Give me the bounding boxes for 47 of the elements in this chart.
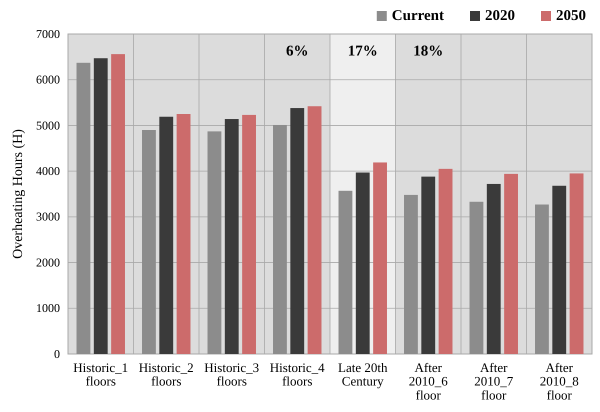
x-tick-label: Late 20th Century bbox=[338, 360, 388, 389]
bar bbox=[486, 184, 501, 354]
bar bbox=[504, 174, 518, 354]
x-tick-label: Historic_3 floors bbox=[204, 360, 260, 389]
bar bbox=[159, 116, 174, 354]
bar bbox=[142, 130, 156, 354]
y-tick-label: 7000 bbox=[36, 26, 60, 41]
x-tick-label: After 2010_6 floor bbox=[408, 360, 448, 402]
bar bbox=[373, 162, 387, 354]
bar bbox=[308, 106, 322, 354]
y-tick-label: 3000 bbox=[36, 210, 60, 224]
y-axis-title: Overheating Hours (H) bbox=[11, 128, 26, 259]
bar bbox=[535, 204, 549, 354]
bar bbox=[94, 58, 108, 354]
x-tick-label: Historic_1 floors bbox=[73, 360, 128, 389]
bar bbox=[470, 202, 484, 354]
y-tick-label: 5000 bbox=[36, 118, 60, 132]
bar bbox=[273, 124, 287, 354]
bar bbox=[404, 194, 418, 354]
legend-label: 2050 bbox=[556, 8, 586, 24]
y-tick-label: 0 bbox=[54, 346, 60, 361]
bar bbox=[421, 176, 436, 354]
bar bbox=[552, 186, 566, 354]
x-tick-label: After 2010_7 floor bbox=[474, 360, 514, 402]
legend-label: Current bbox=[392, 8, 444, 24]
bar bbox=[76, 62, 90, 354]
bar bbox=[338, 190, 352, 354]
x-tick-label: After 2010_8 floor bbox=[540, 360, 579, 402]
bar bbox=[356, 172, 370, 354]
y-tick-label: 2000 bbox=[36, 255, 60, 270]
y-tick-label: 4000 bbox=[36, 164, 60, 178]
bar bbox=[224, 119, 239, 354]
x-tick-label: Historic_4 floors bbox=[270, 360, 326, 389]
y-tick-label: 1000 bbox=[36, 301, 60, 316]
bar bbox=[208, 131, 222, 354]
annotation: 6% bbox=[286, 43, 308, 60]
bar bbox=[176, 114, 190, 354]
annotation: 18% bbox=[413, 43, 444, 60]
y-tick-label: 6000 bbox=[36, 72, 60, 87]
annotation: 17% bbox=[348, 43, 378, 60]
bar bbox=[570, 173, 584, 354]
bar bbox=[438, 168, 452, 354]
bar bbox=[290, 108, 304, 354]
legend-label: 2020 bbox=[485, 8, 515, 24]
x-tick-label: Historic_2 floors bbox=[138, 360, 194, 389]
bar bbox=[242, 114, 256, 354]
bar bbox=[111, 54, 125, 354]
